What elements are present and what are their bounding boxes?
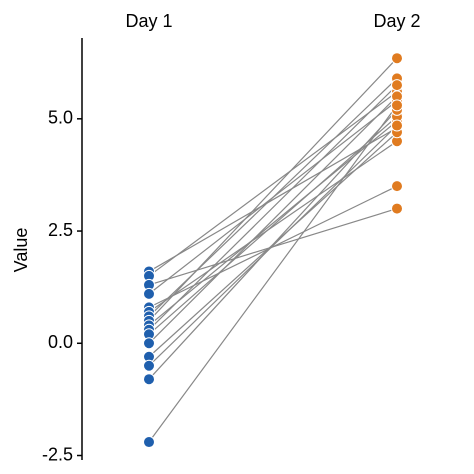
pair-line: [148, 57, 398, 322]
pair-line: [148, 140, 398, 313]
pair-line: [148, 120, 398, 326]
point: [143, 436, 155, 449]
pair-line: [148, 91, 398, 277]
pair-line: [148, 84, 398, 331]
point: [143, 337, 155, 350]
y-tick-label: 5.0: [48, 108, 73, 128]
point: [391, 99, 403, 112]
point: [391, 52, 403, 65]
point: [143, 287, 155, 300]
pair-line: [148, 109, 398, 380]
pair-line: [148, 185, 398, 308]
point: [391, 79, 403, 92]
column-label: Day 2: [373, 11, 420, 31]
point: [391, 180, 403, 193]
pair-line: [148, 104, 398, 443]
point: [143, 359, 155, 372]
y-tick-label: -2.5: [42, 444, 73, 464]
y-axis-title: Value: [11, 228, 31, 273]
pair-line: [148, 95, 398, 344]
pair-line: [148, 125, 398, 367]
y-tick-label: 0.0: [48, 332, 73, 352]
point: [391, 119, 403, 132]
point: [143, 373, 155, 386]
pair-line: [148, 116, 398, 335]
y-tick-label: 2.5: [48, 220, 73, 240]
pair-line: [148, 127, 398, 272]
point: [391, 202, 403, 215]
column-label: Day 1: [125, 11, 172, 31]
